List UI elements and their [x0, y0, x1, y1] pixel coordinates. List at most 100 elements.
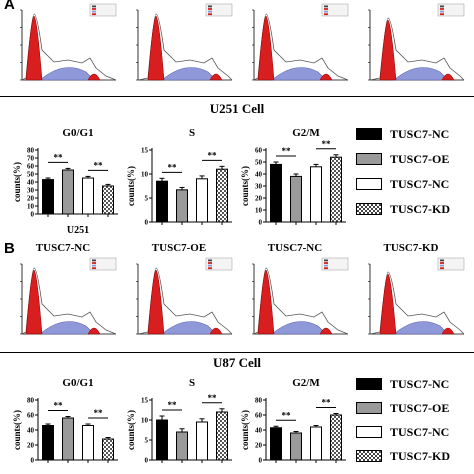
bar — [310, 166, 322, 223]
significance-label: ** — [168, 162, 178, 172]
y-tick-label: 40 — [255, 171, 263, 179]
significance-label: ** — [54, 401, 64, 411]
hist-g1-peak — [25, 269, 43, 335]
y-tick-label: 60 — [27, 163, 35, 171]
y-tick-label: 60 — [255, 412, 263, 420]
significance-label: ** — [94, 160, 104, 170]
bar-chart-g2m-u87: G2/M counts(%) 0 20 40 60 80 ** ** — [240, 377, 346, 465]
hist-s-phase — [271, 67, 327, 81]
bar — [196, 178, 208, 223]
y-tick-label: 80 — [27, 397, 35, 405]
hist-s-phase — [393, 321, 449, 335]
bar — [310, 426, 322, 461]
bar — [102, 438, 114, 461]
significance-label: ** — [282, 410, 292, 420]
hist-legend-swatch — [92, 264, 96, 267]
significance-label: ** — [208, 393, 218, 403]
hist-legend-swatch — [440, 267, 444, 270]
legend-swatch — [356, 153, 382, 165]
hist-label: TUSC7-NC — [35, 242, 91, 254]
y-tick-label: 30 — [27, 187, 35, 195]
legend-u251: TUSC7-NC TUSC7-OE TUSC7-NC TUSC7-KD — [356, 127, 474, 228]
bar — [290, 432, 302, 461]
legend-label: TUSC7-OE — [390, 401, 450, 415]
bar — [176, 431, 188, 461]
hist-g1-peak — [257, 15, 275, 81]
legend-label: TUSC7-NC — [390, 425, 450, 439]
chart-title: S — [189, 377, 195, 389]
y-tick-label: 50 — [27, 171, 35, 179]
hist-legend-swatch — [92, 267, 96, 270]
legend-swatch — [356, 128, 382, 140]
flow-histogram — [368, 257, 465, 335]
hist-legend-box — [205, 257, 233, 271]
bar — [196, 421, 208, 461]
hist-legend-swatch — [92, 10, 96, 13]
hist-g2-peak — [319, 73, 333, 81]
flow-histogram — [20, 3, 117, 81]
y-axis-label: counts(%) — [240, 166, 250, 206]
hist-legend-swatch — [324, 259, 328, 262]
y-tick-label: 15 — [141, 147, 149, 155]
hist-legend-box — [89, 257, 117, 271]
hist-g1-peak — [257, 269, 275, 335]
y-tick-label: 0 — [259, 219, 263, 227]
y-tick-label: 10 — [27, 203, 35, 211]
y-axis-label: counts(%) — [12, 410, 22, 450]
legend-swatch — [356, 378, 382, 390]
hist-legend-swatch — [208, 10, 212, 13]
hist-legend-box — [89, 3, 117, 17]
legend-label: TUSC7-OE — [390, 152, 450, 166]
bar — [176, 189, 188, 223]
hist-legend-swatch — [440, 259, 444, 262]
hist-g1-peak — [379, 19, 397, 81]
y-tick-label: 10 — [141, 171, 149, 179]
y-tick-label: 20 — [255, 442, 263, 450]
y-tick-label: 70 — [27, 155, 35, 163]
y-tick-label: 60 — [27, 412, 35, 420]
hist-legend-swatch — [92, 5, 96, 8]
hist-s-phase — [39, 321, 95, 335]
hist-legend-swatch — [92, 13, 96, 16]
divider — [0, 352, 474, 353]
divider — [0, 96, 474, 97]
y-tick-label: 60 — [255, 147, 263, 155]
bar — [330, 414, 342, 461]
significance-label: ** — [54, 152, 64, 162]
y-tick-label: 20 — [27, 195, 35, 203]
legend-swatch — [356, 402, 382, 414]
significance-label: ** — [282, 146, 292, 156]
flow-histogram — [368, 3, 465, 81]
y-tick-label: 40 — [255, 427, 263, 435]
cell-caption-u251: U251 Cell — [209, 101, 265, 116]
hist-s-phase — [161, 67, 217, 81]
y-tick-label: 0 — [31, 457, 35, 465]
hist-legend-swatch — [324, 264, 328, 267]
bar — [156, 180, 168, 223]
y-tick-label: 15 — [141, 397, 149, 405]
hist-legend-swatch — [324, 5, 328, 8]
panel-b-letter: B — [4, 240, 15, 257]
legend-swatch — [356, 178, 382, 190]
y-tick-label: 0 — [259, 457, 263, 465]
flow-histogram — [252, 3, 349, 81]
hist-legend-swatch — [324, 10, 328, 13]
hist-legend-swatch — [440, 13, 444, 16]
y-tick-label: 0 — [145, 457, 149, 465]
legend-label: TUSC7-NC — [390, 177, 450, 191]
cell-caption-u87: U87 Cell — [212, 355, 262, 370]
hist-g1-peak — [379, 273, 397, 335]
bar — [82, 177, 94, 215]
y-axis-label: counts(%) — [240, 410, 250, 450]
hist-legend-swatch — [208, 8, 212, 10]
panel-a-letter: A — [4, 0, 15, 13]
bar — [156, 419, 168, 461]
y-tick-label: 0 — [31, 211, 35, 219]
hist-g2-peak — [441, 73, 455, 81]
legend-swatch — [356, 426, 382, 438]
y-tick-label: 80 — [27, 147, 35, 155]
bar — [62, 169, 74, 215]
hist-legend-swatch — [208, 264, 212, 267]
